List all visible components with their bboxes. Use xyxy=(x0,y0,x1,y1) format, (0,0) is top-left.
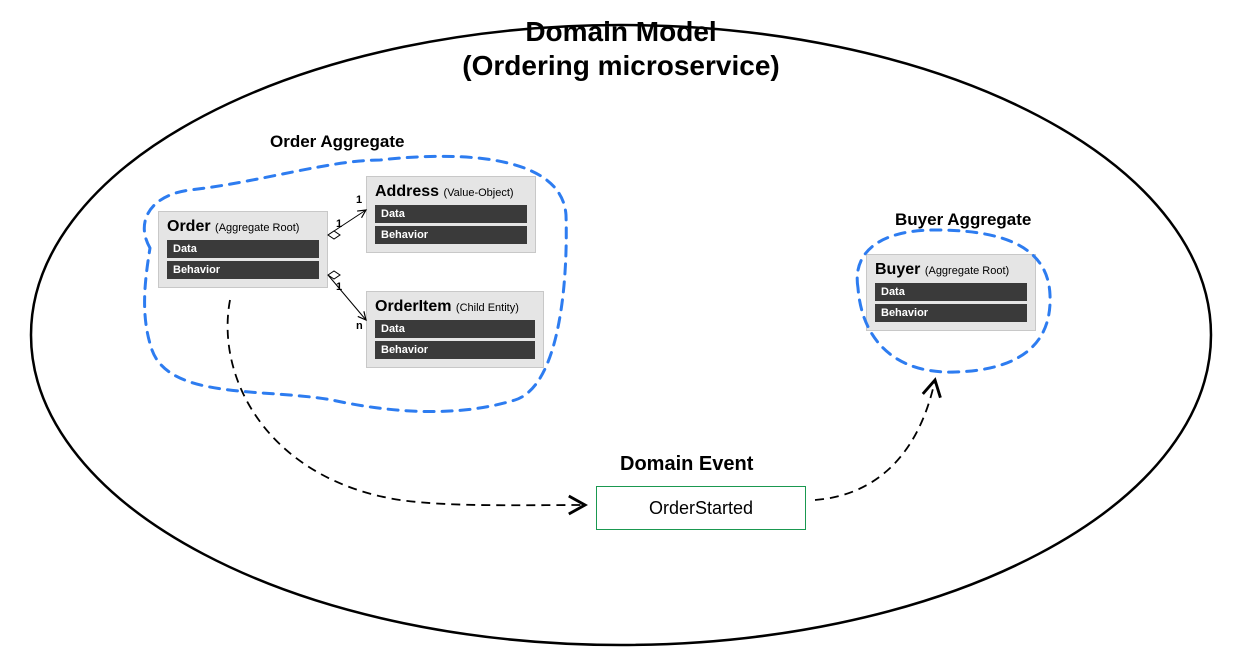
address-entity-title: Address (Value-Object) xyxy=(375,183,527,201)
orderitem-row-behavior: Behavior xyxy=(375,341,535,359)
orderitem-entity-name: OrderItem xyxy=(375,298,451,315)
order-entity-name: Order xyxy=(167,218,211,235)
rel-order-item-card2: n xyxy=(356,320,363,332)
rel-order-address-card1: 1 xyxy=(336,218,342,230)
diagram-title-line2: (Ordering microservice) xyxy=(0,50,1242,82)
order-aggregate-label: Order Aggregate xyxy=(270,132,404,152)
buyer-entity-subtitle: (Aggregate Root) xyxy=(925,265,1009,277)
orderitem-entity-subtitle: (Child Entity) xyxy=(456,302,519,314)
address-entity-subtitle: (Value-Object) xyxy=(443,187,513,199)
address-row-data: Data xyxy=(375,205,527,223)
rel-order-address-diamond xyxy=(328,231,340,239)
buyer-entity-name: Buyer xyxy=(875,261,920,278)
buyer-entity-box: Buyer (Aggregate Root) Data Behavior xyxy=(866,254,1036,331)
orderitem-entity-box: OrderItem (Child Entity) Data Behavior xyxy=(366,291,544,368)
domain-event-label: Domain Event xyxy=(620,453,753,476)
address-entity-box: Address (Value-Object) Data Behavior xyxy=(366,176,536,253)
rel-order-address xyxy=(328,210,366,235)
diagram-title-line1: Domain Model xyxy=(0,16,1242,48)
order-entity-subtitle: (Aggregate Root) xyxy=(215,222,299,234)
rel-order-item-card1: 1 xyxy=(336,281,342,293)
order-entity-box: Order (Aggregate Root) Data Behavior xyxy=(158,211,328,288)
orderitem-row-data: Data xyxy=(375,320,535,338)
order-row-data: Data xyxy=(167,240,319,258)
domain-model-ellipse xyxy=(31,25,1211,645)
svg-overlay xyxy=(0,0,1242,656)
buyer-row-data: Data xyxy=(875,283,1027,301)
rel-order-orderitem xyxy=(328,275,366,320)
rel-order-address-card2: 1 xyxy=(356,194,362,206)
diagram-canvas: Domain Model (Ordering microservice) Ord… xyxy=(0,0,1242,656)
orderitem-entity-title: OrderItem (Child Entity) xyxy=(375,298,535,316)
rel-order-orderitem-diamond xyxy=(328,271,340,279)
buyer-entity-title: Buyer (Aggregate Root) xyxy=(875,261,1027,279)
buyer-row-behavior: Behavior xyxy=(875,304,1027,322)
order-entity-title: Order (Aggregate Root) xyxy=(167,218,319,236)
buyer-aggregate-label: Buyer Aggregate xyxy=(895,210,1031,230)
arrow-event-to-buyer xyxy=(815,380,935,500)
address-row-behavior: Behavior xyxy=(375,226,527,244)
address-entity-name: Address xyxy=(375,183,439,200)
domain-event-box: OrderStarted xyxy=(596,486,806,530)
order-row-behavior: Behavior xyxy=(167,261,319,279)
